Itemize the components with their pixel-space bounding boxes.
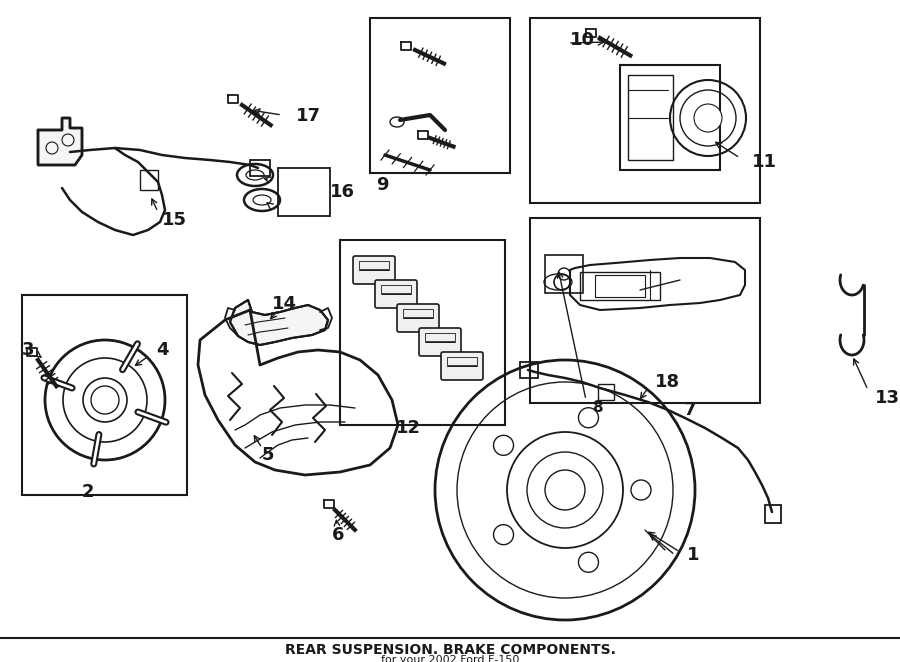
Text: 7: 7 [684, 401, 697, 419]
Text: 13: 13 [875, 389, 900, 407]
FancyBboxPatch shape [419, 328, 461, 356]
Text: 3: 3 [22, 341, 34, 359]
Bar [403, 309, 433, 317]
Text: 18: 18 [655, 373, 680, 391]
Circle shape [83, 378, 127, 422]
Bar [620, 65, 720, 170]
Text: 4: 4 [156, 341, 168, 359]
Text: 2: 2 [82, 483, 94, 501]
Text: 16: 16 [330, 183, 355, 201]
FancyBboxPatch shape [353, 256, 395, 284]
Bar [140, 170, 158, 190]
Text: 14: 14 [272, 295, 296, 313]
Bar [580, 272, 660, 300]
FancyBboxPatch shape [397, 304, 439, 332]
Bar [530, 18, 760, 203]
Text: 8: 8 [591, 401, 602, 416]
Bar [22, 295, 187, 495]
Text: for your 2002 Ford F-150: for your 2002 Ford F-150 [381, 655, 519, 662]
Bar [628, 75, 673, 160]
Bar [425, 333, 455, 341]
Bar [340, 240, 505, 425]
Bar [381, 285, 411, 293]
Bar [765, 505, 781, 523]
Text: 10: 10 [570, 31, 595, 49]
Text: 11: 11 [752, 153, 777, 171]
Bar [370, 18, 510, 173]
Text: 5: 5 [262, 446, 274, 464]
Text: REAR SUSPENSION. BRAKE COMPONENTS.: REAR SUSPENSION. BRAKE COMPONENTS. [284, 643, 616, 657]
Text: 1: 1 [687, 546, 699, 564]
FancyBboxPatch shape [375, 280, 417, 308]
Text: 9: 9 [376, 176, 388, 194]
Bar [530, 218, 760, 403]
Circle shape [545, 470, 585, 510]
Text: 15: 15 [162, 211, 187, 229]
Bar [278, 168, 330, 216]
Text: 17: 17 [296, 107, 321, 125]
Polygon shape [230, 300, 328, 345]
Bar [250, 160, 270, 176]
Text: 6: 6 [332, 526, 344, 544]
Bar [520, 362, 538, 378]
Polygon shape [38, 118, 82, 165]
Bar [359, 261, 389, 269]
Text: 12: 12 [395, 419, 420, 437]
Circle shape [694, 104, 722, 132]
Bar [598, 384, 614, 400]
Bar [595, 275, 645, 297]
FancyBboxPatch shape [441, 352, 483, 380]
Bar [545, 255, 583, 293]
Bar [447, 357, 477, 365]
